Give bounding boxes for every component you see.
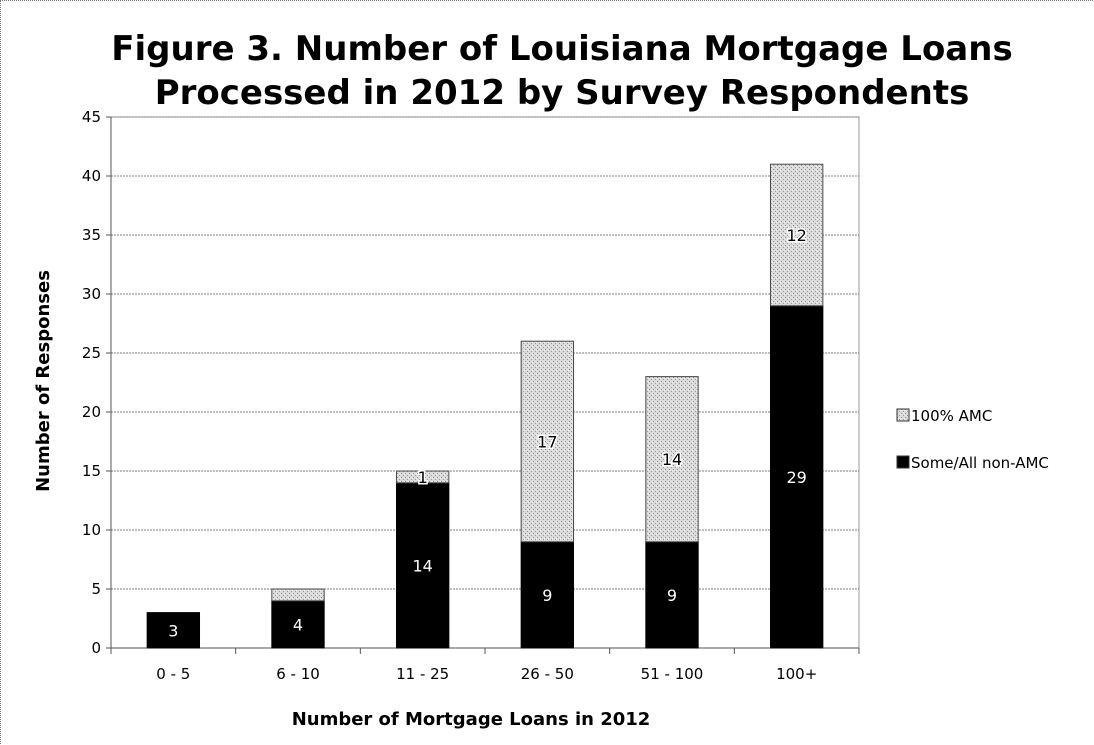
- legend-swatch-amc: [896, 408, 910, 422]
- data-label: 9: [542, 586, 552, 605]
- data-label: 17: [537, 433, 557, 452]
- bar-segment-non-amc: [395, 482, 450, 649]
- bar-segment-amc: [769, 163, 824, 307]
- x-tick-label: 0 - 5: [156, 665, 190, 683]
- legend-label-amc: 100% AMC: [911, 407, 992, 425]
- chart-title-line-2: Processed in 2012 by Survey Respondents: [155, 73, 970, 113]
- chart-title-line-1: Figure 3. Number of Louisiana Mortgage L…: [111, 29, 1012, 69]
- x-tick-label: 11 - 25: [396, 665, 449, 683]
- data-label: 14: [412, 556, 432, 575]
- y-tick-label: 25: [82, 344, 101, 362]
- y-tick-label: 35: [82, 226, 101, 244]
- y-tick-label: 45: [82, 108, 101, 126]
- y-tick-label: 15: [82, 462, 101, 480]
- bars: [146, 163, 824, 649]
- x-tick-label: 51 - 100: [641, 665, 704, 683]
- x-tick-label: 26 - 50: [521, 665, 574, 683]
- data-label-halo: 14: [662, 450, 682, 469]
- x-tick-label: 6 - 10: [276, 665, 320, 683]
- bar-segment-non-amc: [271, 600, 325, 649]
- bar-segment-amc: [271, 588, 325, 602]
- data-label: 1: [418, 468, 428, 487]
- y-tick-label: 30: [82, 285, 101, 303]
- data-label-halo: 1: [418, 468, 428, 487]
- data-label: 29: [786, 468, 806, 487]
- bar-segment-non-amc: [146, 612, 201, 649]
- legend-label-non-amc: Some/All non-AMC: [911, 454, 1049, 472]
- bar-segment-non-amc: [520, 541, 575, 649]
- plot-area-frame: [110, 116, 860, 649]
- data-label: 12: [786, 226, 806, 245]
- y-tick-label: 10: [82, 521, 101, 539]
- y-tick-label: 20: [82, 403, 101, 421]
- data-label: 3: [168, 621, 178, 640]
- data-label: 14: [662, 450, 682, 469]
- gridlines: [110, 116, 860, 649]
- bar-segment-amc: [395, 470, 450, 484]
- bar-segment-non-amc: [645, 541, 699, 649]
- y-tick-label: 40: [82, 167, 101, 185]
- bar-segment-amc: [520, 340, 575, 543]
- data-label: 9: [667, 586, 677, 605]
- x-axis-title: Number of Mortgage Loans in 2012: [292, 709, 651, 730]
- bar-segment-non-amc: [769, 305, 824, 649]
- data-label-halo: 17: [537, 433, 557, 452]
- data-label-halo: 12: [786, 226, 806, 245]
- data-label: 4: [293, 615, 303, 634]
- y-axis-title: Number of Responses: [33, 270, 54, 492]
- y-tick-label: 5: [91, 580, 101, 598]
- bar-segment-amc: [645, 376, 699, 543]
- legend: 100% AMC Some/All non-AMC: [896, 407, 1049, 472]
- x-tick-label: 100+: [776, 665, 817, 683]
- y-tick-label: 0: [91, 639, 101, 657]
- legend-swatch-non-amc: [896, 455, 910, 469]
- axes: 0 5 10 15 20 25 30 35 40 45 0 - 5 6 - 10 11 - 25 26 -…: [82, 108, 860, 683]
